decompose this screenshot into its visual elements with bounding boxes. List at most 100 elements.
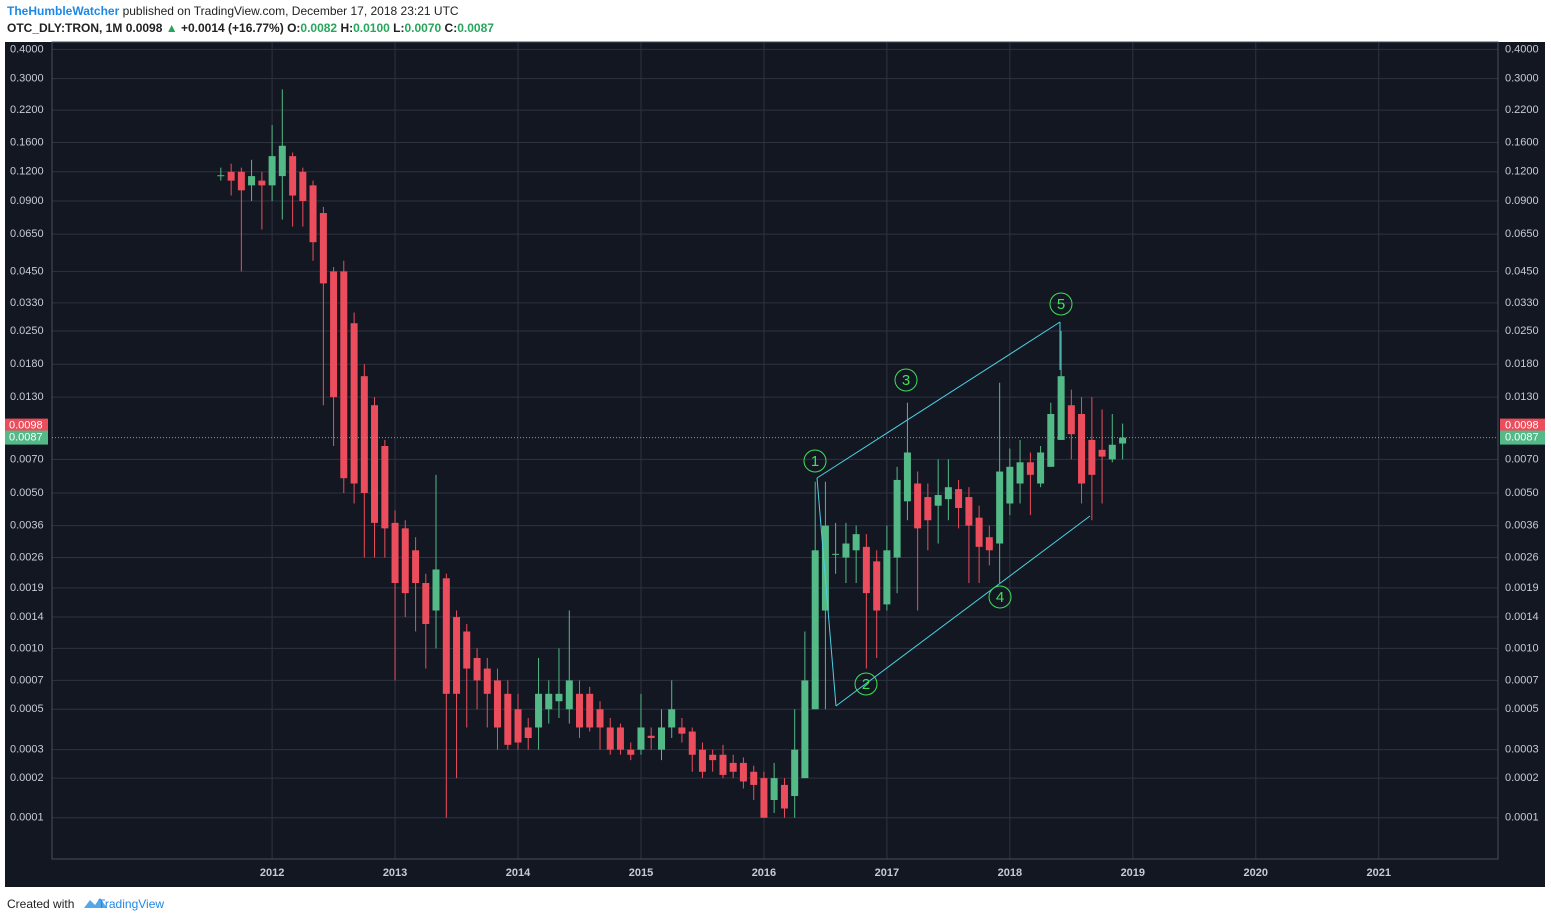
y-tick-label: 0.4000 <box>10 43 44 55</box>
candle-body <box>1026 462 1034 475</box>
candle-body <box>606 727 614 750</box>
y-tick-label: 0.0026 <box>1505 551 1539 563</box>
y-tick-label: 0.0014 <box>10 611 44 623</box>
stat-value: 0.0082 <box>300 21 337 35</box>
y-tick-label: 0.0019 <box>10 582 44 594</box>
candle-body <box>709 754 717 761</box>
candle-body <box>237 171 245 191</box>
channel-line <box>835 515 1091 707</box>
candle-body <box>791 749 799 797</box>
candle-body <box>914 483 922 529</box>
author[interactable]: TheHumbleWatcher <box>7 4 120 18</box>
y-tick-label: 0.0180 <box>10 358 44 370</box>
y-tick-label: 0.0002 <box>10 772 44 784</box>
candle-body <box>627 749 635 755</box>
y-tick-label: 0.0070 <box>10 453 44 465</box>
y-tick-label: 0.1600 <box>10 136 44 148</box>
y-tick-label: 0.0900 <box>1505 195 1539 207</box>
candle-body <box>1037 452 1045 484</box>
y-tick-label: 0.0005 <box>1505 703 1539 715</box>
x-tick-label: 2017 <box>875 867 899 879</box>
candle-body <box>668 709 676 728</box>
candle-body <box>340 271 348 479</box>
stat-value: 0.0070 <box>405 21 442 35</box>
y-tick-label: 0.0650 <box>10 228 44 240</box>
y-tick-label: 0.0650 <box>1505 228 1539 240</box>
price-badge <box>5 430 48 445</box>
candle-body <box>1016 462 1024 484</box>
stat-key: H: <box>340 21 353 35</box>
stat-key: C: <box>445 21 458 35</box>
y-tick-label: 0.0050 <box>1505 487 1539 499</box>
candle-body <box>371 405 379 523</box>
y-tick-label: 0.0007 <box>1505 674 1539 686</box>
y-tick-label: 0.4000 <box>1505 43 1539 55</box>
y-tick-label: 0.0001 <box>10 812 44 824</box>
price-label: 0.0098 <box>1505 420 1539 432</box>
y-tick-label: 0.0130 <box>1505 391 1539 403</box>
price-badge <box>1500 418 1545 433</box>
candle-body <box>955 489 963 508</box>
candle-body <box>883 550 891 605</box>
candle-body <box>524 727 532 738</box>
x-tick-label: 2019 <box>1121 867 1145 879</box>
y-tick-label: 0.0250 <box>10 325 44 337</box>
candle-body <box>575 693 583 728</box>
symbol: OTC_DLY:TRON, 1M <box>7 21 122 35</box>
candle-body <box>811 550 819 710</box>
candle-body <box>873 561 881 611</box>
candle-body <box>698 749 706 772</box>
channel-line <box>816 321 1061 479</box>
candle-body <box>637 727 645 750</box>
x-tick-label: 2014 <box>506 867 531 879</box>
price-label: 0.0087 <box>1505 431 1539 443</box>
wave-label: 1 <box>811 453 819 470</box>
change: +0.0014 (+16.77%) <box>181 21 284 35</box>
candle-body <box>832 553 840 555</box>
stat-value: 0.0087 <box>457 21 494 35</box>
footer-created: Created with <box>7 897 74 911</box>
wave-label: 2 <box>862 676 870 693</box>
y-tick-label: 0.0070 <box>1505 453 1539 465</box>
wave-circle <box>854 672 878 696</box>
candle-body <box>1098 449 1106 457</box>
candle-body <box>391 522 399 583</box>
candle-body <box>852 534 860 551</box>
y-tick-label: 0.3000 <box>10 73 44 85</box>
candle-body <box>493 680 501 728</box>
y-tick-label: 0.0900 <box>10 195 44 207</box>
y-tick-label: 0.1200 <box>1505 166 1539 178</box>
candle-body <box>309 185 317 243</box>
wave-circle <box>1049 292 1073 316</box>
x-tick-label: 2020 <box>1244 867 1268 879</box>
plot-frame <box>51 41 1499 860</box>
y-tick-label: 0.0450 <box>1505 265 1539 277</box>
candle-body <box>442 578 450 694</box>
header-line: TheHumbleWatcher published on TradingVie… <box>7 4 459 18</box>
plot: 2012 2013 2014 2015 2016 2017 2018 2019 2020 2021… <box>5 41 1545 879</box>
candle-body <box>719 754 727 775</box>
wave-label: 4 <box>996 589 1004 606</box>
candle-body <box>647 735 655 738</box>
candle-body <box>1057 376 1065 440</box>
change-arrow: ▲ <box>166 21 178 35</box>
y-tick-label: 0.0050 <box>10 487 44 499</box>
candle-body <box>801 680 809 779</box>
footer-brand[interactable]: TradingView <box>98 897 164 911</box>
candle-body <box>821 525 829 611</box>
y-tick-label: 0.0010 <box>10 642 44 654</box>
price-label: 0.0098 <box>9 420 43 432</box>
candle-body <box>739 762 747 782</box>
y-tick-label: 0.0036 <box>10 519 44 531</box>
brand-logo <box>84 898 107 908</box>
y-tick-label: 0.0003 <box>10 744 44 756</box>
y-tick-label: 0.0002 <box>1505 772 1539 784</box>
y-tick-label: 0.1600 <box>1505 136 1539 148</box>
wave-line <box>816 477 837 707</box>
candle-body <box>688 731 696 755</box>
candle-body <box>422 582 430 625</box>
wave-label: 5 <box>1057 296 1065 313</box>
candle-body <box>934 495 942 506</box>
candle-body <box>217 175 225 177</box>
